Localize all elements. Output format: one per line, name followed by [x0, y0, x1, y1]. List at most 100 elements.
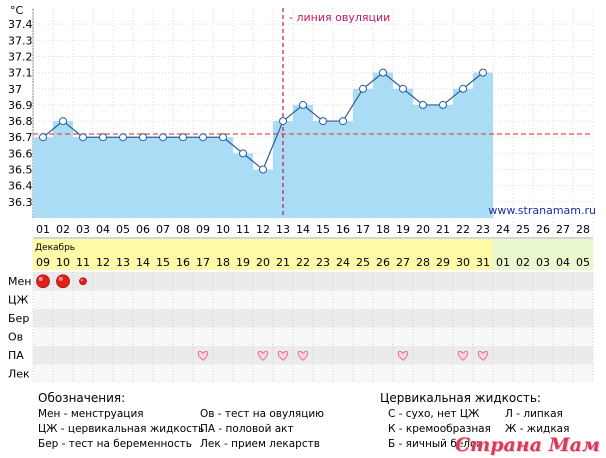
date-label: 30	[456, 256, 470, 269]
date-label: 29	[436, 256, 450, 269]
heart-icon	[477, 350, 489, 361]
temp-bar-day-03	[73, 137, 93, 218]
cycle-day-label: 04	[96, 223, 110, 236]
date-label: 16	[176, 256, 190, 269]
date-label: 19	[236, 256, 250, 269]
temp-point-day-20	[419, 100, 427, 109]
y-tick-label: 37	[8, 83, 22, 96]
cycle-day-label: 23	[476, 223, 490, 236]
temp-bar-day-07	[153, 137, 173, 218]
cycle-day-label: 25	[516, 223, 530, 236]
cycle-day-label: 15	[316, 223, 330, 236]
menstruation-highlight	[58, 277, 63, 281]
date-label: 05	[576, 256, 590, 269]
date-label: 25	[356, 256, 370, 269]
cycle-day-label: 18	[376, 223, 390, 236]
cycle-day-label: 09	[196, 223, 210, 236]
temp-point-day-18	[379, 68, 387, 77]
date-row-current	[33, 239, 493, 270]
cycle-day-label: 07	[156, 223, 170, 236]
cycle-day-label: 02	[56, 223, 70, 236]
date-label: 18	[216, 256, 230, 269]
symptom-row-bg	[33, 309, 593, 328]
site-label: www.stranamam.ru	[488, 204, 596, 217]
temp-bar-day-01	[33, 137, 53, 218]
temp-point-day-06	[139, 133, 147, 142]
temp-bar-day-15	[313, 121, 333, 218]
cycle-day-label: 13	[276, 223, 290, 236]
date-label: 20	[256, 256, 270, 269]
cervical-zh: Ж - жидкая	[505, 423, 570, 435]
heart-icon	[397, 350, 409, 361]
cycle-day-label: 28	[576, 223, 590, 236]
month-label: Декабрь	[35, 243, 75, 253]
temp-point-day-08	[179, 133, 187, 142]
cervical-k: К - кремообразная	[388, 423, 491, 435]
date-label: 01	[496, 256, 510, 269]
cycle-day-label: 10	[216, 223, 230, 236]
temp-point-day-12	[259, 165, 267, 174]
watermark-logo: Страна Мам	[454, 434, 600, 456]
temp-point-day-23	[479, 68, 487, 77]
cycle-day-label: 21	[436, 223, 450, 236]
row-label: ПА	[8, 349, 24, 362]
date-label: 27	[396, 256, 410, 269]
menstruation-marker	[36, 274, 50, 289]
y-tick-label: 36.6	[8, 147, 33, 160]
temp-point-day-02	[59, 117, 67, 126]
heart-icon	[277, 350, 289, 361]
temp-bar-day-17	[353, 88, 373, 219]
temp-point-day-07	[159, 133, 167, 142]
cycle-day-label: 06	[136, 223, 150, 236]
cycle-day-label: 26	[536, 223, 550, 236]
temp-point-day-11	[239, 149, 247, 158]
y-tick-label: 36.8	[8, 115, 33, 128]
cervical-l: Л - липкая	[505, 408, 563, 420]
date-label: 10	[56, 256, 70, 269]
date-label: 09	[36, 256, 50, 269]
date-label: 11	[76, 256, 90, 269]
bbt-chart: 36.3 36.4 36.5 36.6 36.7 36.8 36.9 37 37.1 37.2 37…	[8, 4, 596, 383]
y-tick-label: 37.4	[8, 18, 33, 31]
temp-point-day-21	[439, 100, 447, 109]
temp-point-day-10	[219, 133, 227, 142]
temp-bar-day-09	[193, 137, 213, 218]
temp-bar-day-19	[393, 88, 413, 219]
temp-bar-day-18	[373, 72, 393, 218]
cycle-day-label: 24	[496, 223, 510, 236]
date-label: 17	[196, 256, 210, 269]
temp-point-day-05	[119, 133, 127, 142]
date-row-next	[493, 239, 593, 270]
temp-bar-day-21	[433, 104, 453, 218]
row-label: Мен	[8, 275, 31, 288]
y-tick-label: 36.9	[8, 99, 33, 112]
cycle-day-label: 08	[176, 223, 190, 236]
temp-bar-day-20	[413, 104, 433, 218]
cervical-s: С - сухо, нет ЦЖ	[388, 408, 480, 420]
cycle-day-label: 19	[396, 223, 410, 236]
temp-point-day-13	[279, 117, 287, 126]
menstruation-highlight	[38, 277, 43, 281]
temp-point-day-17	[359, 84, 367, 93]
cervical-b: Б - яичный белок	[388, 438, 483, 450]
temp-bar-day-05	[113, 137, 133, 218]
cycle-day-label: 03	[76, 223, 90, 236]
temp-bar-day-16	[333, 121, 353, 218]
heart-icon	[457, 350, 469, 361]
symptom-row-bg	[33, 364, 593, 383]
legend-lek: Лек - прием лекарств	[200, 438, 320, 450]
date-label: 22	[296, 256, 310, 269]
row-label: Ов	[8, 331, 23, 344]
date-label: 14	[136, 256, 150, 269]
date-label: 13	[116, 256, 130, 269]
ovulation-label: - линия овуляции	[289, 11, 390, 24]
legend-pa: ПА - половой акт	[200, 423, 294, 435]
cycle-day-label: 12	[256, 223, 270, 236]
cycle-day-label: 11	[236, 223, 250, 236]
temp-bar-day-04	[93, 137, 113, 218]
temp-bar-day-11	[233, 153, 253, 218]
heart-icon	[257, 350, 269, 361]
temp-point-day-14	[299, 100, 307, 109]
temp-bar-day-10	[213, 137, 233, 218]
temp-point-day-19	[399, 84, 407, 93]
